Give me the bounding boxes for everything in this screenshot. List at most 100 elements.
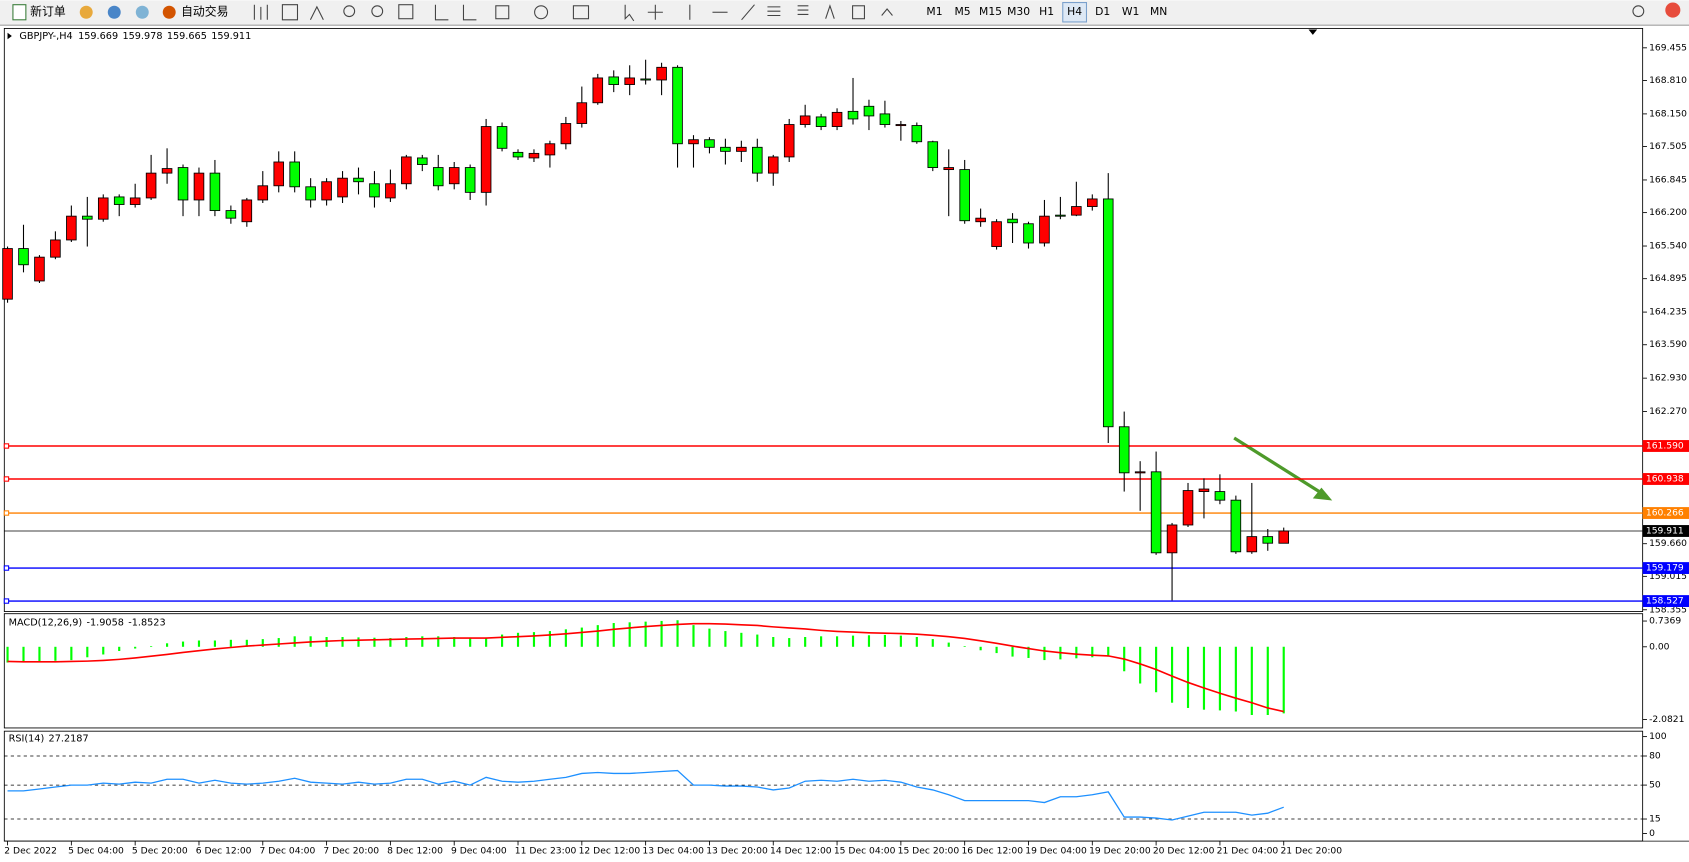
y-tick-label: 0.7369 <box>1649 616 1681 627</box>
icon[interactable] <box>852 5 865 20</box>
candle-body <box>736 146 747 152</box>
candle-body <box>1039 215 1050 244</box>
icon[interactable] <box>253 4 268 20</box>
timeframe-button[interactable]: M30 <box>1007 5 1030 18</box>
icon[interactable] <box>107 5 121 19</box>
x-tick-label: 14 Dec 12:00 <box>770 845 832 856</box>
candle-body <box>831 111 843 127</box>
candle-body <box>911 125 923 143</box>
rsi-header: RSI(14) 27.2187 <box>9 734 89 745</box>
icon[interactable] <box>135 5 149 19</box>
candle-body <box>145 172 157 199</box>
x-tick-label: 11 Dec 23:00 <box>515 845 577 856</box>
x-tick-label: 13 Dec 20:00 <box>706 845 768 856</box>
candle-body <box>193 172 205 201</box>
timeframe-button[interactable]: W1 <box>1122 5 1140 18</box>
candle-body <box>767 156 779 174</box>
candle-body <box>177 167 189 201</box>
candle-body <box>1118 426 1130 474</box>
icon[interactable] <box>371 5 384 18</box>
icon[interactable] <box>797 5 809 15</box>
candle-body <box>448 167 460 185</box>
candle-body <box>289 161 300 188</box>
x-tick-label: 19 Dec 04:00 <box>1025 845 1087 856</box>
icon[interactable] <box>434 4 449 21</box>
timeframe-button[interactable]: D1 <box>1095 5 1110 18</box>
level-label: 158.527 <box>1646 596 1684 607</box>
y-tick-label: 50 <box>1649 780 1661 791</box>
shift-marker <box>1308 29 1318 35</box>
y-tick-label: 15 <box>1649 814 1661 825</box>
candle-body <box>34 256 45 282</box>
level-label: 160.938 <box>1646 474 1684 485</box>
timeframe-button[interactable]: M5 <box>954 5 970 18</box>
icon[interactable] <box>343 5 356 18</box>
x-tick-label: 21 Dec 04:00 <box>1217 845 1279 856</box>
icon[interactable] <box>741 4 755 21</box>
candle-body <box>385 183 396 199</box>
timeframe-button[interactable]: M1 <box>926 5 942 18</box>
candle-body <box>512 151 524 158</box>
x-tick-label: 5 Dec 20:00 <box>132 845 188 856</box>
candle-body <box>401 156 412 185</box>
candle-body <box>863 105 875 117</box>
candle-body <box>480 126 492 193</box>
x-tick-label: 5 Dec 04:00 <box>68 845 124 856</box>
icon[interactable] <box>647 4 663 20</box>
level-label: 160.266 <box>1646 508 1684 519</box>
candle-body <box>113 196 125 205</box>
candle-body <box>273 161 285 187</box>
icon[interactable] <box>79 5 93 19</box>
timeframe-button[interactable]: H4 <box>1067 5 1082 18</box>
level-label: 159.179 <box>1646 563 1684 574</box>
x-tick-label: 13 Dec 04:00 <box>642 845 704 856</box>
search-icon[interactable] <box>1632 5 1645 18</box>
last-close: 159.911 <box>211 31 251 42</box>
icon[interactable] <box>462 4 477 21</box>
y-tick-label: 166.200 <box>1649 207 1687 218</box>
timeframe-button[interactable]: MN <box>1150 5 1167 18</box>
x-tick-label: 16 Dec 12:00 <box>961 845 1023 856</box>
auto-trading-button[interactable]: 自动交易 <box>162 5 229 19</box>
new-order-button[interactable]: 新订单 <box>12 4 66 21</box>
candle-body <box>1182 490 1194 526</box>
icon[interactable] <box>309 5 324 21</box>
level-label-bg <box>1642 473 1689 485</box>
icon[interactable] <box>825 4 835 19</box>
icon[interactable] <box>281 4 299 21</box>
candle-body <box>879 113 891 125</box>
macd-signal-line <box>7 622 1284 713</box>
collapse-marker <box>7 32 12 40</box>
y-tick-label: 80 <box>1649 751 1661 762</box>
candle-body <box>528 152 540 159</box>
icon[interactable] <box>495 5 510 20</box>
candle-body <box>608 76 620 85</box>
new-order-label: 新订单 <box>30 5 66 19</box>
candle-body <box>783 124 795 158</box>
candle-body <box>1278 530 1290 544</box>
y-tick-label: 166.845 <box>1649 174 1687 185</box>
candle-body <box>305 186 316 201</box>
x-tick-label: 12 Dec 12:00 <box>579 845 641 856</box>
icon[interactable] <box>881 8 893 16</box>
candle-body <box>353 177 364 183</box>
notification-badge[interactable] <box>1665 2 1681 18</box>
candle-body <box>656 66 667 81</box>
level-handle <box>3 443 10 449</box>
icon[interactable] <box>624 4 635 22</box>
candle-body <box>1198 488 1210 492</box>
timeframe-button[interactable]: M15 <box>979 5 1002 18</box>
candle-body <box>1150 471 1162 554</box>
icon[interactable] <box>534 5 549 20</box>
candle-body <box>672 66 683 145</box>
arrow-head <box>1312 487 1333 501</box>
last-low: 159.665 <box>167 31 207 42</box>
icon[interactable] <box>572 5 590 20</box>
icon[interactable] <box>767 6 781 17</box>
macd-main-value: -1.9058 <box>87 617 124 628</box>
timeframe-button[interactable]: H1 <box>1039 5 1054 18</box>
icon[interactable] <box>398 4 414 20</box>
macd-signal-value: -1.8523 <box>128 617 165 628</box>
candle-body <box>927 141 939 168</box>
